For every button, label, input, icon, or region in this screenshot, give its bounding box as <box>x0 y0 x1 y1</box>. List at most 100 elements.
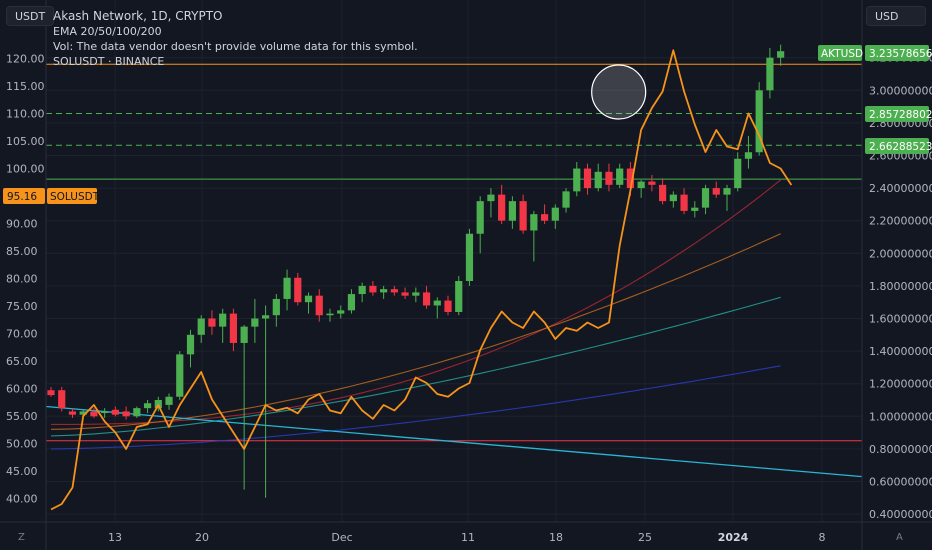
left-axis-tick: 40.00 <box>6 493 38 506</box>
left-axis-tick: 90.00 <box>6 218 38 231</box>
auto-scale-toggle[interactable]: A <box>896 532 903 543</box>
left-axis-tick: 65.00 <box>6 355 38 368</box>
candle-body <box>465 233 474 282</box>
candle-body <box>766 57 774 91</box>
price-tag-value-bg <box>865 45 929 61</box>
candle-body <box>304 295 313 303</box>
candle-body <box>734 158 742 189</box>
time-axis-tick: 2024 <box>718 531 749 544</box>
left-axis-tick: 80.00 <box>6 273 38 286</box>
right-axis-tick: 2.40000000 <box>869 182 932 195</box>
candle-body <box>519 201 527 231</box>
left-currency-button[interactable]: USDT <box>6 6 55 26</box>
time-axis-tick: 20 <box>195 531 209 544</box>
candle-body <box>208 318 216 327</box>
horizontal-levels <box>46 63 862 442</box>
candle-body <box>777 51 785 58</box>
candle-body <box>262 315 270 319</box>
candle-body <box>326 313 334 316</box>
candle-body <box>540 214 549 221</box>
candle-body <box>283 277 291 299</box>
log-scale-toggle[interactable]: Z <box>18 532 25 543</box>
right-axis-tick: 0.40000000 <box>869 508 932 521</box>
candle-body <box>337 310 345 314</box>
candle-body <box>79 411 87 415</box>
left-axis-tick: 85.00 <box>6 245 38 258</box>
candle-body <box>154 400 162 409</box>
candle-body <box>573 168 581 192</box>
price-tag-value-bg <box>865 106 929 122</box>
right-axis-tick: 0.60000000 <box>869 476 932 489</box>
candle-body <box>594 171 602 189</box>
candle-body <box>165 396 173 405</box>
trendline <box>45 405 863 478</box>
candle-body <box>347 294 356 311</box>
right-axis-tick: 3.00000000 <box>869 84 932 97</box>
candle-body <box>176 354 184 397</box>
candle-body <box>294 277 302 303</box>
highlight-circle-shape <box>591 64 647 120</box>
right-axis-tick: 1.40000000 <box>869 345 932 358</box>
trendline-line <box>45 405 863 478</box>
right-axis-tick: 0.80000000 <box>869 443 932 456</box>
candle-body <box>530 214 538 231</box>
candle-body <box>508 201 516 221</box>
price-tag-name: AKTUSD <box>821 48 863 60</box>
price-tags: AKTUSD 3.23578656 2.85728802 2.66288523 95.1… <box>3 45 932 204</box>
candle-body <box>648 181 656 185</box>
price-tag-value-bg <box>3 188 45 204</box>
candle-body <box>390 289 398 293</box>
price-tag-value: 2.85728802 <box>869 109 932 121</box>
time-axis-tick: 13 <box>108 531 122 544</box>
right-axis-tick: 1.80000000 <box>869 280 932 293</box>
left-axis-tick: 105.00 <box>6 135 45 148</box>
candle-body <box>401 292 409 296</box>
right-currency-button[interactable]: USD <box>866 6 926 26</box>
left-axis-tick: 60.00 <box>6 383 38 396</box>
left-axis-tick: 50.00 <box>6 438 38 451</box>
candle-body <box>476 201 484 234</box>
price-tag-name: SOLUSDT <box>50 191 100 203</box>
candle-body <box>47 390 55 396</box>
candle-body <box>90 411 98 417</box>
candle-body <box>712 188 720 195</box>
candle-body <box>637 181 645 189</box>
ema-line <box>50 296 781 437</box>
candle-body <box>659 184 667 202</box>
overlay-symbol-legend[interactable]: SOLUSDT · BINANCE <box>53 55 165 68</box>
candle-body <box>315 295 323 316</box>
left-axis-tick: 100.00 <box>6 163 45 176</box>
candle-body <box>444 300 452 312</box>
left-axis-tick: 45.00 <box>6 465 38 478</box>
right-axis-tick: 1.60000000 <box>869 313 932 326</box>
candle-body <box>701 188 710 208</box>
candle-body <box>272 298 280 316</box>
candle-body <box>755 90 763 153</box>
indicator-legend[interactable]: EMA 20/50/100/200 <box>53 25 162 38</box>
solusdt-overlay <box>50 49 793 511</box>
candle-body <box>455 281 463 312</box>
akt-candles <box>47 44 785 498</box>
right-price-axis: 0.40000000 0.60000000 0.80000000 1.00000000… <box>869 52 932 521</box>
candle-body <box>101 411 109 414</box>
candle-body <box>143 403 152 409</box>
time-axis-tick: 25 <box>638 531 652 544</box>
candle-body <box>562 191 570 208</box>
candle-body <box>723 188 731 195</box>
candle-body <box>669 194 677 202</box>
time-axis-tick: 8 <box>819 531 826 544</box>
candle-body <box>691 207 699 211</box>
candle-body <box>551 207 559 221</box>
right-axis-tick: 1.20000000 <box>869 378 932 391</box>
candle-body <box>583 168 592 189</box>
ema-line <box>50 365 781 450</box>
left-axis-tick: 115.00 <box>6 80 45 93</box>
left-axis-tick: 55.00 <box>6 410 38 423</box>
time-axis-tick: 18 <box>549 531 563 544</box>
candle-body <box>380 289 388 293</box>
right-axis-tick: 2.20000000 <box>869 215 932 228</box>
candle-body <box>744 152 753 159</box>
candle-body <box>369 285 377 293</box>
